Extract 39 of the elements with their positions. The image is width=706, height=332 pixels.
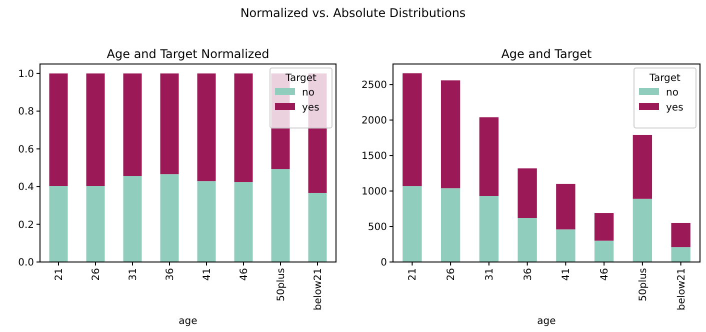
text: Normalized vs. Absolute Distributions — [240, 6, 466, 20]
y-tick-label: 0.8 — [18, 106, 34, 118]
y-tick-label: 2000 — [362, 116, 387, 127]
x-tick-label: 50plus — [276, 268, 287, 302]
legend-title: Target — [284, 73, 317, 84]
x-tick-label: 26 — [446, 268, 458, 281]
x-tick-label: 26 — [91, 268, 102, 281]
x-tick-label: 50plus — [638, 268, 649, 302]
y-tick-label: 2500 — [362, 80, 387, 92]
x-tick-label: below21 — [313, 268, 324, 310]
y-tick-label: 1000 — [362, 186, 387, 198]
legend-label: yes — [666, 102, 684, 114]
x-tick-label: 41 — [202, 268, 213, 281]
x-tick-label: 36 — [522, 268, 534, 281]
x-tick-label: 31 — [128, 268, 139, 281]
legend-title: Target — [648, 73, 681, 84]
legend-label: no — [302, 88, 314, 98]
x-tick-label: 46 — [600, 268, 611, 281]
y-tick-label: 0.4 — [18, 182, 34, 194]
chart-title: Age and Target — [501, 47, 592, 61]
y-tick-label: 1500 — [362, 151, 387, 162]
x-tick-label: 46 — [239, 268, 250, 281]
legend-label: no — [666, 88, 678, 98]
x-tick-label: 36 — [165, 268, 176, 281]
x-axis-title: age — [537, 316, 556, 327]
y-tick-label: 0.2 — [18, 220, 34, 231]
x-tick-label: 21 — [54, 268, 65, 281]
y-tick-label: 0.6 — [18, 144, 34, 156]
y-tick-label: 0 — [380, 258, 387, 268]
chart-title: Age and Target Normalized — [106, 47, 270, 61]
legend-label: yes — [302, 102, 320, 114]
y-tick-label: 500 — [368, 222, 387, 234]
y-tick-label: 1.0 — [18, 68, 34, 80]
x-tick-label: 41 — [561, 268, 572, 281]
x-tick-label: below21 — [676, 268, 688, 310]
x-axis-title: age — [178, 316, 198, 327]
x-tick-label: 21 — [408, 268, 419, 281]
y-tick-label: 0.0 — [18, 258, 34, 268]
x-tick-label: 31 — [484, 268, 496, 281]
